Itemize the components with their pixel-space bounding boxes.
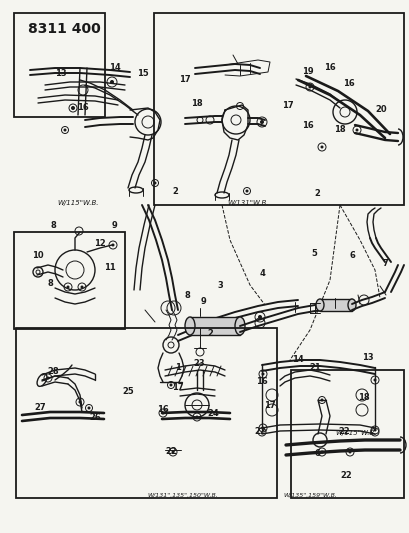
Circle shape xyxy=(80,286,83,288)
Text: 2: 2 xyxy=(313,189,319,198)
Circle shape xyxy=(348,450,351,454)
Text: 8: 8 xyxy=(184,290,189,300)
Bar xyxy=(189,317,239,335)
Text: 18: 18 xyxy=(357,393,369,402)
Text: 17: 17 xyxy=(172,384,183,392)
Text: 17: 17 xyxy=(179,75,190,84)
Text: 2: 2 xyxy=(172,187,178,196)
Circle shape xyxy=(373,429,375,432)
Bar xyxy=(16,328,276,498)
Text: 18: 18 xyxy=(333,125,345,134)
Text: 19: 19 xyxy=(301,68,313,77)
Bar xyxy=(14,232,125,329)
Circle shape xyxy=(261,426,264,430)
Text: 22: 22 xyxy=(254,427,265,437)
Text: 14: 14 xyxy=(291,356,303,365)
Ellipse shape xyxy=(315,299,323,311)
Text: 16: 16 xyxy=(77,103,89,112)
Text: 8311 400: 8311 400 xyxy=(28,22,101,36)
Text: 24: 24 xyxy=(207,408,218,417)
Text: 27: 27 xyxy=(34,402,46,411)
Text: 22: 22 xyxy=(337,427,349,437)
Circle shape xyxy=(373,378,375,382)
Text: 6: 6 xyxy=(313,448,319,457)
Text: 17: 17 xyxy=(263,400,275,409)
Circle shape xyxy=(171,450,174,454)
Text: 12: 12 xyxy=(94,238,106,247)
Text: 25: 25 xyxy=(122,387,134,397)
Circle shape xyxy=(320,146,323,149)
Text: 8: 8 xyxy=(50,222,56,230)
Ellipse shape xyxy=(347,299,355,311)
Text: 10: 10 xyxy=(32,252,44,261)
Circle shape xyxy=(195,416,198,418)
Text: 16: 16 xyxy=(157,405,169,414)
Text: 26: 26 xyxy=(89,413,101,422)
Text: 21: 21 xyxy=(308,362,320,372)
Text: 17: 17 xyxy=(281,101,293,110)
Text: 22: 22 xyxy=(339,472,351,481)
Circle shape xyxy=(308,85,311,88)
Text: 16: 16 xyxy=(342,79,354,88)
Text: 2: 2 xyxy=(207,329,212,338)
Text: 28: 28 xyxy=(47,367,58,376)
Text: 5: 5 xyxy=(310,249,316,259)
Text: W/131"W.B.: W/131"W.B. xyxy=(227,200,268,206)
Circle shape xyxy=(78,400,81,403)
Text: 22: 22 xyxy=(165,448,176,456)
Bar xyxy=(319,299,351,311)
Bar xyxy=(153,13,403,205)
Text: W/115"W.B.: W/115"W.B. xyxy=(335,430,376,436)
Ellipse shape xyxy=(234,317,245,335)
Text: 8: 8 xyxy=(47,279,53,287)
Bar xyxy=(290,370,403,498)
Circle shape xyxy=(320,450,323,454)
Text: 11: 11 xyxy=(104,263,116,272)
Text: 20: 20 xyxy=(374,106,386,115)
Circle shape xyxy=(169,384,172,386)
Circle shape xyxy=(245,190,248,192)
Circle shape xyxy=(46,376,49,379)
Text: 3: 3 xyxy=(217,280,222,289)
Circle shape xyxy=(66,286,70,288)
Text: 6: 6 xyxy=(348,252,354,261)
Text: 16: 16 xyxy=(301,122,313,131)
Circle shape xyxy=(259,120,263,124)
Circle shape xyxy=(257,315,261,319)
Circle shape xyxy=(110,80,114,84)
Text: 7: 7 xyxy=(381,259,387,268)
Text: 9: 9 xyxy=(201,297,207,306)
Text: 9: 9 xyxy=(112,221,118,230)
Text: W/115"W.B.: W/115"W.B. xyxy=(57,200,99,206)
Circle shape xyxy=(111,244,114,246)
Circle shape xyxy=(153,182,156,184)
Circle shape xyxy=(355,128,357,132)
Text: 16: 16 xyxy=(256,377,267,386)
Text: 23: 23 xyxy=(193,359,204,367)
Text: 13: 13 xyxy=(361,353,373,362)
Circle shape xyxy=(320,399,323,401)
Ellipse shape xyxy=(184,317,195,335)
Circle shape xyxy=(71,106,75,110)
Text: 16: 16 xyxy=(324,62,335,71)
Circle shape xyxy=(63,128,66,132)
Text: W/135",159"W.B.: W/135",159"W.B. xyxy=(282,492,336,497)
Circle shape xyxy=(261,373,264,376)
Bar xyxy=(14,13,104,117)
Text: 13: 13 xyxy=(55,69,67,77)
Text: 18: 18 xyxy=(191,99,202,108)
Text: 4: 4 xyxy=(259,270,265,279)
Text: W/131",135",150"W.B.: W/131",135",150"W.B. xyxy=(147,492,218,497)
Text: 14: 14 xyxy=(109,63,121,72)
Circle shape xyxy=(87,407,90,409)
Text: 1: 1 xyxy=(175,362,180,372)
Text: 15: 15 xyxy=(137,69,148,77)
Circle shape xyxy=(161,411,164,415)
